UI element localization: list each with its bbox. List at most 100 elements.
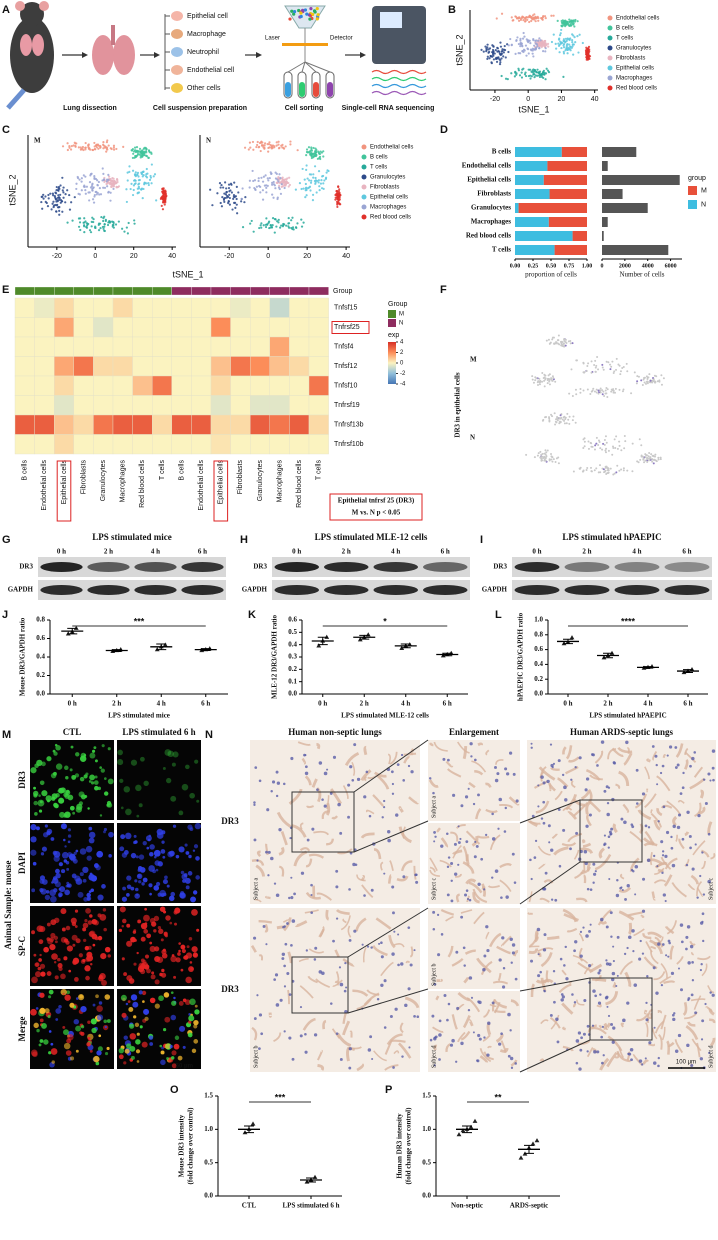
nucleus [265, 943, 268, 946]
cell-dot [233, 181, 236, 184]
blot-band [40, 585, 83, 595]
x-tick-label: ARDS-septic [510, 1202, 549, 1210]
cell-type-label: Endothelial cell [187, 67, 235, 74]
heat-cell [230, 336, 251, 357]
cell-dot [651, 381, 654, 384]
nucleus [511, 943, 516, 947]
column-label: Fibroblasts [237, 460, 244, 495]
cell-dot [60, 200, 64, 203]
cell-dot [620, 468, 623, 471]
cell-dot [502, 51, 505, 54]
cell-dot [531, 49, 534, 52]
nucleus [601, 1061, 604, 1065]
cell-dot [287, 216, 290, 220]
x-tick-label: 0 h [68, 700, 77, 708]
cell-dot [519, 37, 522, 40]
nucleus [537, 784, 540, 787]
legend-entry: T cells [370, 165, 387, 171]
fluorescent-cell [188, 854, 192, 859]
cell-dot [604, 449, 607, 452]
nucleus [542, 948, 547, 952]
nucleus [627, 935, 632, 940]
x-axis-label: tSNE_1 [172, 269, 203, 279]
fluorescent-cell [93, 1055, 100, 1063]
cell-dot [252, 179, 255, 183]
legend-entry: T cells [616, 36, 633, 42]
cell-dot [51, 192, 54, 195]
fluorescent-cell [77, 891, 84, 898]
nucleus [455, 950, 459, 954]
cell-dot [109, 147, 112, 150]
nucleus [709, 991, 712, 994]
cell-dot [253, 179, 257, 182]
column-label: B cells [178, 460, 185, 481]
fluorescent-cell [121, 924, 124, 928]
cell-dot [521, 37, 525, 40]
fluorescent-cell [136, 893, 139, 897]
cell-dot [107, 178, 110, 181]
nucleus [303, 753, 306, 757]
nucleus [544, 871, 548, 875]
nucleus [438, 1019, 442, 1023]
cell-dot [621, 367, 624, 370]
nucleus [514, 977, 518, 981]
fluorescent-cell [87, 807, 90, 810]
fluorescent-cell [78, 801, 84, 806]
row-label: Tnfrsf10b [334, 441, 364, 448]
cell-dot [125, 226, 128, 229]
fluorescent-cell [75, 806, 82, 813]
cell-dot [500, 50, 503, 53]
cell-dot [61, 145, 65, 148]
lane-label: 2 h [342, 548, 351, 556]
nucleus [267, 850, 271, 854]
heat-cell [249, 336, 270, 357]
group-bar [230, 286, 251, 296]
cell-dot [569, 20, 572, 23]
cell-dot [539, 39, 542, 42]
fluorescent-cell [161, 968, 165, 973]
nucleus [500, 1032, 503, 1036]
heat-cell [210, 375, 231, 396]
fluorescent-cell [93, 746, 97, 750]
fluorescent-cell [163, 931, 168, 936]
cell-dot [557, 456, 560, 459]
nucleus [472, 802, 476, 806]
heat-cell [54, 317, 75, 338]
cell-dot [116, 185, 120, 189]
cell-dot [248, 179, 251, 182]
cell-dot [564, 49, 567, 52]
nucleus [612, 945, 615, 948]
nucleus [686, 925, 691, 929]
fluorescent-cell [185, 885, 190, 890]
cell-dot [323, 179, 326, 182]
cell-dot [571, 395, 574, 398]
cell-dot [582, 438, 585, 441]
fluorescent-cell [175, 854, 180, 859]
cell-dot [148, 151, 151, 154]
cell-dot [272, 180, 275, 184]
nucleus [699, 874, 702, 878]
cell-dot [69, 148, 73, 151]
cell-dot [275, 141, 278, 144]
nucleus [404, 1003, 408, 1008]
cell-dot [548, 417, 551, 420]
nucleus [677, 967, 681, 970]
fluorescent-cell [85, 907, 91, 914]
fluorescent-cell [100, 952, 107, 960]
heat-cell [151, 434, 172, 455]
cell-dot [315, 154, 318, 157]
cell-dot [541, 380, 544, 383]
colorbar [388, 342, 396, 384]
bar [602, 161, 608, 171]
cell-dot [303, 178, 306, 181]
read-wave [371, 83, 427, 89]
cell-dot [337, 190, 341, 193]
cell-dot [99, 146, 102, 149]
row-label: Tnfsf15 [334, 305, 357, 312]
cell-dot [625, 362, 628, 365]
fluorescent-cell [173, 1043, 180, 1050]
nucleus [556, 1040, 560, 1044]
cell-dot [587, 55, 591, 58]
cell-dot [536, 384, 539, 387]
legend-swatch [607, 65, 613, 71]
